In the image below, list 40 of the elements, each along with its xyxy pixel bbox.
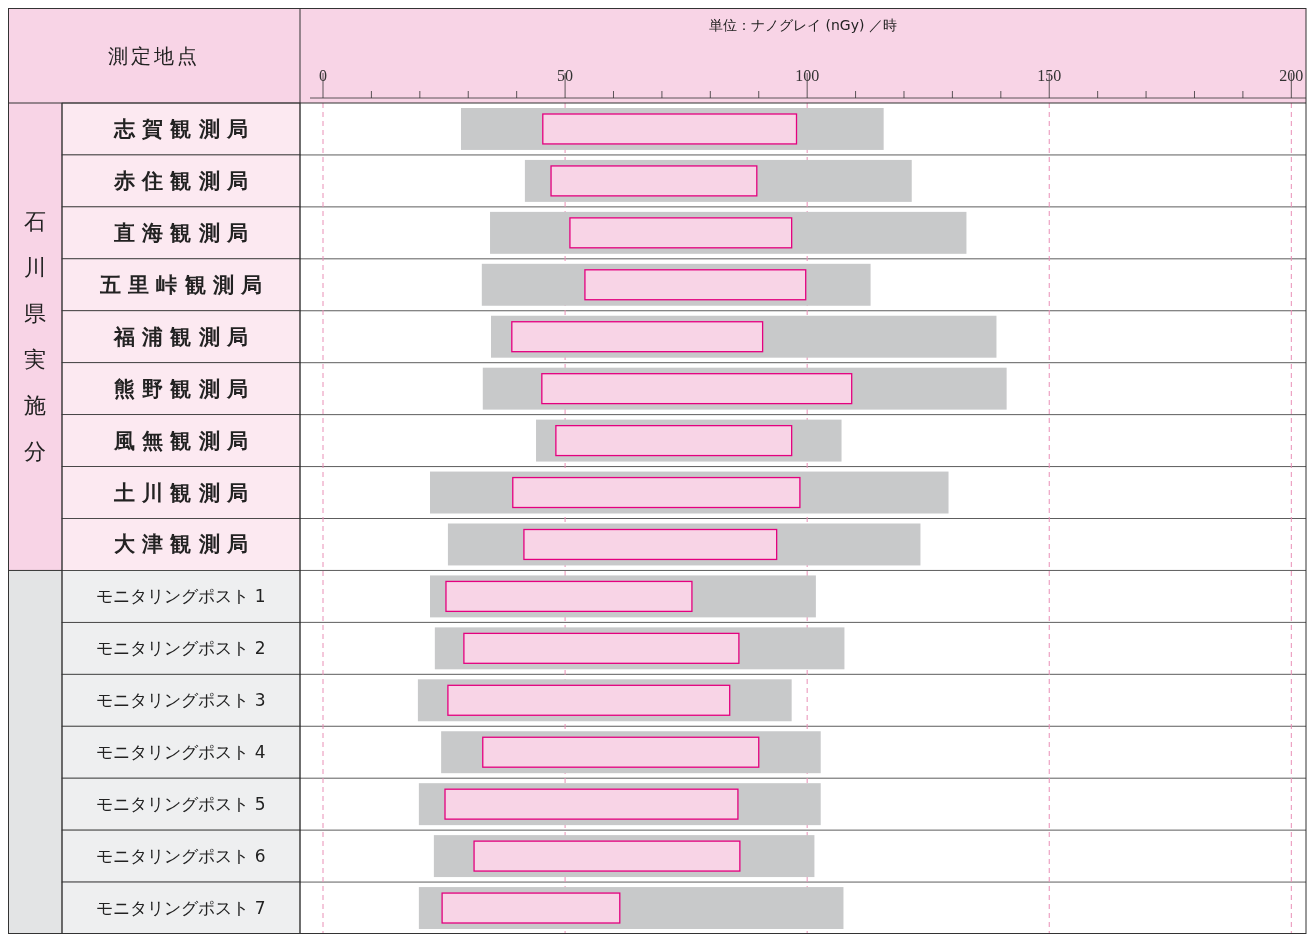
y-tick-label: モニタリングポスト 2 xyxy=(96,638,266,659)
y-tick-label: モニタリングポスト 7 xyxy=(96,898,266,919)
bar xyxy=(447,684,731,716)
y-tick-label: 福 浦 観 測 局 xyxy=(112,324,249,349)
bar xyxy=(541,373,853,405)
bar xyxy=(550,165,758,197)
bar xyxy=(463,632,740,664)
bar xyxy=(542,113,798,145)
x-axis-title: 単位：ナノグレイ (nGy) ／時 xyxy=(709,17,897,33)
text: 石川県実施分 xyxy=(24,209,46,465)
y-tick-label: 風 無 観 測 局 xyxy=(112,428,249,453)
y-tick-label: モニタリングポスト 6 xyxy=(96,846,266,867)
y-tick-label: 直 海 観 測 局 xyxy=(112,220,249,245)
bar xyxy=(511,321,764,353)
x-tick-label: 100 xyxy=(795,67,820,84)
y-tick-label: モニタリングポスト 5 xyxy=(96,794,266,815)
y-tick-label: 土 川 観 測 局 xyxy=(112,480,249,505)
bar xyxy=(569,217,793,249)
bar xyxy=(473,840,741,872)
y-tick-label: 大 津 観 測 局 xyxy=(113,532,249,557)
x-tick-label: 150 xyxy=(1037,67,1062,84)
y-tick-label: モニタリングポスト 1 xyxy=(96,586,266,607)
y-tick-label: 志 賀 観 測 局 xyxy=(112,116,249,141)
y-tick-label: モニタリングポスト 3 xyxy=(96,690,266,711)
bar xyxy=(482,736,760,768)
bar xyxy=(441,892,621,924)
y-axis-title: 測定地点 xyxy=(108,43,200,68)
x-tick-label: 0 xyxy=(319,67,327,84)
x-tick-label: 200 xyxy=(1279,67,1304,84)
bar xyxy=(523,528,778,561)
bar xyxy=(444,788,739,820)
y-tick-label: 熊 野 観 測 局 xyxy=(113,376,249,401)
bar xyxy=(512,476,801,509)
bar xyxy=(584,269,807,301)
bar xyxy=(445,580,693,613)
y-tick-label: 赤 住 観 測 局 xyxy=(112,168,249,193)
bar xyxy=(555,424,793,457)
y-tick-label: モニタリングポスト 4 xyxy=(96,742,266,763)
x-tick-label: 50 xyxy=(557,67,574,84)
y-tick-label: 五 里 峠 観 測 局 xyxy=(98,272,263,297)
